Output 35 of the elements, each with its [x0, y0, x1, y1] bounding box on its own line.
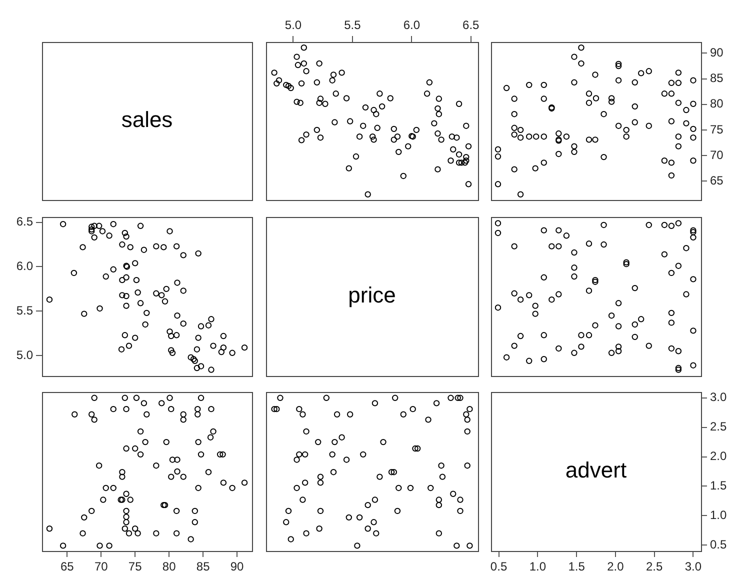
x-tick-label: 5.0: [284, 18, 302, 32]
x-tick-label: 80: [162, 560, 176, 574]
y-tick-label: 3.0: [710, 390, 728, 404]
text: sales: [121, 107, 173, 132]
y-tick-label: 6.0: [16, 259, 34, 274]
y-tick-label: 0.5: [710, 537, 728, 552]
x-tick-label: 2.5: [646, 560, 663, 574]
y-tick-label: 6.5: [16, 214, 34, 229]
y-tick-label: 80: [710, 96, 724, 111]
y-tick-label: 5.0: [16, 348, 34, 362]
x-tick-label: 2.0: [607, 560, 624, 574]
y-tick-label: 70: [710, 148, 724, 162]
x-tick-label: 5.5: [344, 18, 362, 32]
y-tick-label: 75: [710, 122, 724, 136]
y-tick-label: 2.0: [710, 449, 728, 464]
text: price: [348, 282, 396, 308]
x-tick-label: 1.5: [568, 560, 586, 574]
x-tick-label: 85: [196, 560, 210, 574]
text: advert: [565, 458, 627, 483]
x-tick-label: 70: [94, 560, 108, 574]
y-tick-label: 65: [710, 173, 724, 188]
y-tick-label: 1.0: [710, 508, 728, 522]
y-tick-label: 90: [710, 46, 724, 60]
x-tick-label: 0.5: [490, 560, 508, 574]
y-tick-label: 1.5: [710, 478, 728, 493]
x-tick-label: 75: [128, 560, 142, 574]
x-tick-label: 65: [60, 560, 74, 574]
y-tick-label: 5.5: [16, 303, 34, 318]
x-tick-label: 1.0: [529, 560, 546, 574]
x-tick-label: 90: [230, 560, 244, 574]
x-tick-label: 6.5: [462, 18, 480, 32]
x-tick-label: 6.0: [403, 18, 420, 32]
y-tick-label: 85: [710, 71, 724, 86]
y-tick-label: 2.5: [710, 420, 728, 434]
x-tick-label: 3.0: [684, 560, 702, 574]
